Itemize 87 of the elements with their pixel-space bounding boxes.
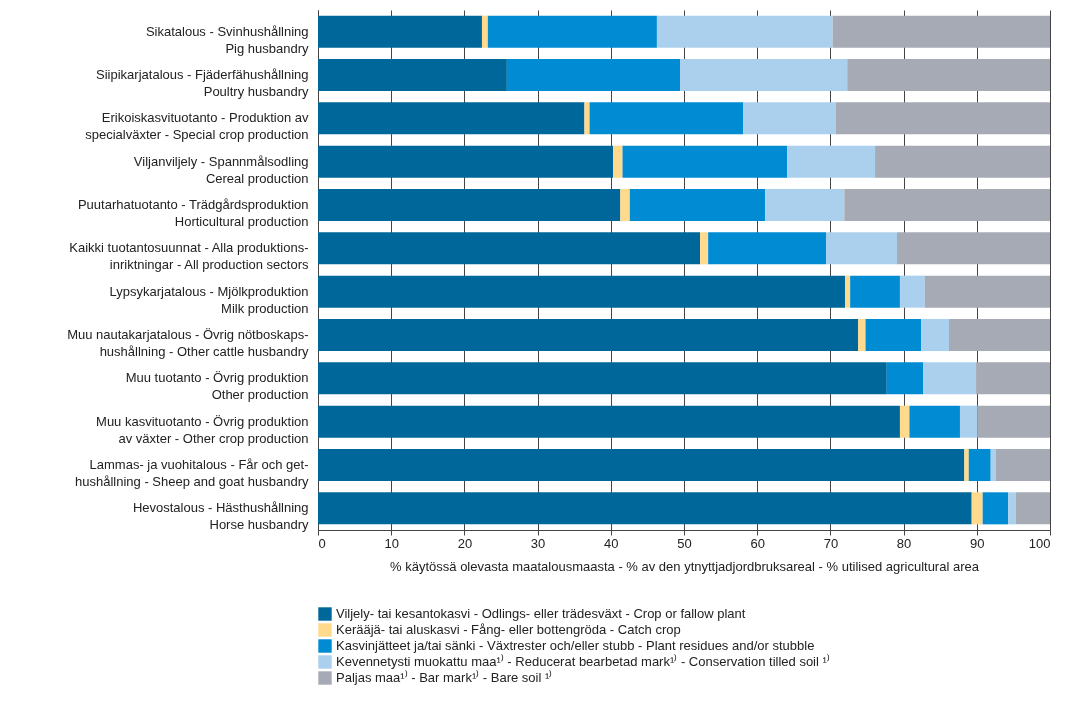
bar bbox=[1015, 492, 1050, 525]
bar bbox=[850, 275, 900, 308]
x-tick-label: 50 bbox=[677, 535, 692, 551]
legend-label: Kerääjä- tai aluskasvi - Fång- eller bottengröda - Catch crop bbox=[336, 622, 681, 637]
bar bbox=[318, 232, 701, 265]
bar bbox=[886, 362, 924, 395]
bar bbox=[506, 58, 681, 92]
bar bbox=[584, 102, 590, 135]
y-tick-label: Siipikarjatalous - Fjäderfähushållning Poultry husbandry bbox=[96, 67, 309, 99]
x-tick-label: 20 bbox=[457, 535, 473, 551]
legend-label: Viljely- tai kesantokasvi - Odlings- eller trädesväxt - Crop or fallow plant bbox=[336, 606, 746, 621]
bar bbox=[481, 15, 488, 48]
bar bbox=[909, 405, 960, 438]
bar bbox=[971, 492, 983, 525]
bar bbox=[589, 102, 744, 135]
bar bbox=[921, 318, 949, 352]
bar bbox=[318, 405, 900, 438]
bar bbox=[959, 405, 978, 438]
bar bbox=[897, 232, 1050, 265]
bar bbox=[620, 188, 630, 222]
y-tick-label: Lypsykarjatalous - Mjölkproduktion Milk production bbox=[109, 283, 309, 316]
bar bbox=[318, 275, 846, 308]
x-tick-label: 90 bbox=[970, 535, 985, 551]
bar bbox=[990, 448, 996, 482]
y-tick-label: Muu tuotanto - Övrig produktion Other production bbox=[125, 370, 309, 403]
bar bbox=[982, 492, 1009, 525]
y-tick-label: Puutarhatuotanto - Trädgårdsproduktion Horticultural production bbox=[77, 197, 309, 229]
bar bbox=[318, 145, 613, 178]
x-tick-label: 60 bbox=[750, 535, 765, 551]
bar bbox=[923, 362, 977, 395]
legend-label: Kasvinjätteet ja/tai sänki - Växtrester och/eller stubb - Plant residues and/or stubble bbox=[336, 638, 815, 653]
bar bbox=[613, 145, 623, 178]
x-tick-label: 40 bbox=[604, 535, 619, 551]
bar bbox=[948, 318, 1050, 352]
y-tick-label: Muu nautakarjatalous - Övrig nötboskaps- hushållning - Other cattle husbandry bbox=[67, 327, 309, 359]
bar bbox=[318, 58, 507, 92]
bar bbox=[847, 58, 1050, 92]
x-tick-label: 100 bbox=[1028, 535, 1051, 551]
bar bbox=[968, 448, 991, 482]
x-tick-label: 0 bbox=[318, 535, 326, 551]
bar bbox=[826, 232, 898, 265]
bar bbox=[832, 15, 1050, 48]
bar bbox=[318, 362, 887, 395]
y-tick-label: Erikoiskasvituotanto - Produktion av specialväxter - Special crop production bbox=[85, 110, 309, 143]
bar bbox=[318, 188, 621, 222]
y-tick-label: Muu kasvituotanto - Övrig produktion av växter - Other crop production bbox=[96, 413, 309, 446]
legend-label: Kevennetysti muokattu maa¹⁾ - Reducerat bearbetad mark¹⁾ - Conservation tilled soil ¹⁾ bbox=[336, 654, 830, 669]
bar bbox=[708, 232, 827, 265]
bar bbox=[1008, 492, 1016, 525]
bar bbox=[622, 145, 788, 178]
bar bbox=[787, 145, 876, 178]
bar bbox=[743, 102, 836, 135]
bar bbox=[629, 188, 766, 222]
bar bbox=[899, 405, 910, 438]
bar bbox=[765, 188, 845, 222]
y-tick-label: Sikatalous - Svinhushållning Pig husbandry bbox=[145, 23, 309, 56]
y-tick-label: Lammas- ja vuohitalous - Får och get- hushållning - Sheep and goat husbandry bbox=[75, 457, 309, 489]
bar bbox=[964, 448, 969, 482]
y-tick-label: Viljanviljely - Spannmålsodling Cereal production bbox=[133, 153, 309, 186]
legend-label: Paljas maa¹⁾ - Bar mark¹⁾ - Bare soil ¹⁾ bbox=[336, 670, 553, 685]
y-tick-label: Kaikki tuotantosuunnat - Alla produktions- inriktningar - All production sectors bbox=[69, 240, 309, 273]
bar bbox=[899, 275, 925, 308]
bar bbox=[680, 58, 848, 92]
bar bbox=[924, 275, 1050, 308]
x-tick-label: 80 bbox=[896, 535, 912, 551]
bar bbox=[977, 405, 1050, 438]
bar bbox=[875, 145, 1050, 178]
x-tick-label: 10 bbox=[384, 535, 399, 551]
bar bbox=[865, 318, 922, 352]
x-axis-title: % käytössä olevasta maatalousmaasta - % av den ytnyttjadjordbruksareal - % utilised agricultural area bbox=[390, 558, 980, 574]
bar bbox=[318, 318, 859, 352]
bar bbox=[318, 492, 972, 525]
bar bbox=[976, 362, 1050, 395]
y-tick-label: Hevostalous - Hästhushållning Horse husbandry bbox=[132, 500, 309, 533]
bar bbox=[835, 102, 1050, 135]
bar bbox=[844, 188, 1050, 222]
bar bbox=[318, 448, 965, 482]
bar bbox=[700, 232, 709, 265]
bar bbox=[858, 318, 866, 352]
bar bbox=[995, 448, 1050, 482]
x-tick-label: 70 bbox=[823, 535, 839, 551]
bar bbox=[656, 15, 833, 48]
bar bbox=[487, 15, 657, 48]
bar bbox=[318, 102, 585, 135]
bar bbox=[845, 275, 851, 308]
x-tick-label: 30 bbox=[530, 535, 546, 551]
bar bbox=[318, 15, 482, 48]
